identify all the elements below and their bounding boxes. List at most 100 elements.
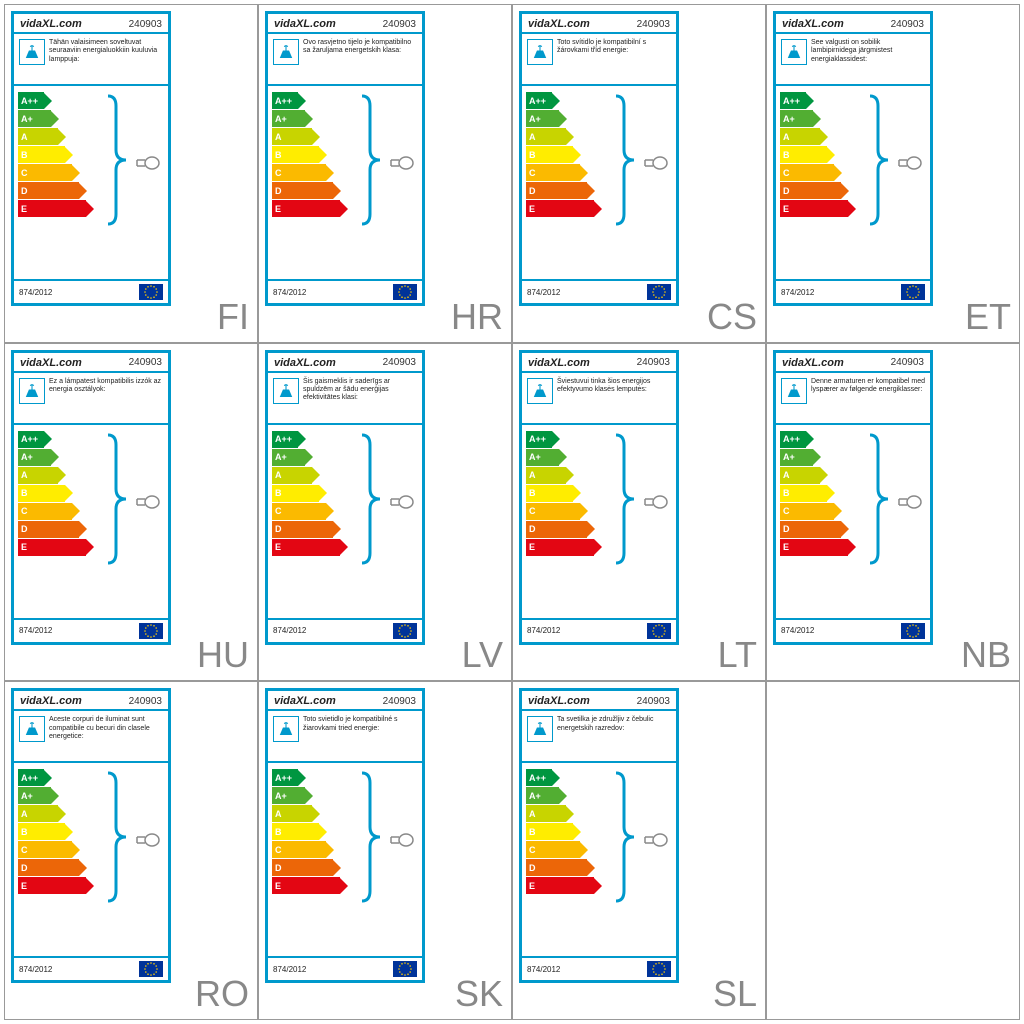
rating-area: A++ A+ A B <box>268 425 422 585</box>
energy-rating-row: D <box>18 521 164 538</box>
regulation-text: 874/2012 <box>19 626 52 635</box>
brand-name: vidaXL.com <box>274 18 336 30</box>
card-footer: 874/2012 <box>776 279 930 303</box>
lamp-icon <box>273 378 299 404</box>
energy-rating-row: D <box>18 182 164 199</box>
card-footer: 874/2012 <box>522 279 676 303</box>
energy-rating-label: A+ <box>272 449 305 466</box>
energy-rating-label: A++ <box>18 769 44 786</box>
energy-rating-label: D <box>780 521 841 538</box>
energy-rating-row: A++ <box>272 431 418 448</box>
energy-rating-label: B <box>526 823 573 840</box>
energy-rating-row: E <box>272 877 418 894</box>
product-id: 240903 <box>129 696 162 707</box>
energy-rating-label: B <box>526 146 573 163</box>
grid-cell: vidaXL.com 240903 Tähän valaisimeen sove… <box>4 4 258 343</box>
energy-label-card: vidaXL.com 240903 Denne armaturen er kom… <box>773 350 933 645</box>
product-id: 240903 <box>129 357 162 368</box>
energy-rating-row: A++ <box>272 769 418 786</box>
lamp-icon <box>527 39 553 65</box>
energy-rating-row: A+ <box>526 787 672 804</box>
brand-name: vidaXL.com <box>20 18 82 30</box>
energy-rating-label: E <box>18 539 86 556</box>
energy-rating-row: E <box>18 877 164 894</box>
description-row: Ovo rasvjetno tijelo je kompatibilno sa … <box>268 34 422 86</box>
energy-rating-row: A <box>18 805 164 822</box>
product-id: 240903 <box>383 696 416 707</box>
brand-name: vidaXL.com <box>528 357 590 369</box>
energy-rating-label: A++ <box>526 431 552 448</box>
energy-rating-label: B <box>526 485 573 502</box>
energy-rating-row: D <box>272 859 418 876</box>
lamp-icon <box>273 39 299 65</box>
energy-rating-row: D <box>272 182 418 199</box>
energy-rating-label: D <box>272 521 333 538</box>
product-id: 240903 <box>891 357 924 368</box>
energy-rating-label: D <box>526 182 587 199</box>
energy-rating-row: A+ <box>526 110 672 127</box>
energy-rating-label: A++ <box>272 769 298 786</box>
compatibility-text: Ovo rasvjetno tijelo je kompatibilno sa … <box>303 39 417 56</box>
language-code: HR <box>451 296 503 338</box>
card-footer: 874/2012 <box>14 279 168 303</box>
energy-rating-label: C <box>272 164 326 181</box>
eu-flag-icon <box>139 623 163 639</box>
card-footer: 874/2012 <box>14 956 168 980</box>
eu-flag-icon <box>901 284 925 300</box>
rating-area: A++ A+ A B <box>522 86 676 246</box>
energy-rating-row: A+ <box>272 787 418 804</box>
energy-rating-row: D <box>780 521 926 538</box>
regulation-text: 874/2012 <box>781 288 814 297</box>
energy-rating-label: E <box>272 200 340 217</box>
brand-name: vidaXL.com <box>274 695 336 707</box>
brace-icon <box>610 94 638 231</box>
energy-label-card: vidaXL.com 240903 Ta svetilka je združlj… <box>519 688 679 983</box>
energy-rating-label: A+ <box>526 787 559 804</box>
regulation-text: 874/2012 <box>527 965 560 974</box>
grid-cell: vidaXL.com 240903 Denne armaturen er kom… <box>766 343 1020 682</box>
rating-area: A++ A+ A B <box>776 86 930 246</box>
lamp-icon <box>19 378 45 404</box>
energy-rating-label: A <box>272 805 312 822</box>
regulation-text: 874/2012 <box>527 626 560 635</box>
eu-flag-icon <box>393 284 417 300</box>
description-row: Denne armaturen er kompatibel med lyspær… <box>776 373 930 425</box>
brand-name: vidaXL.com <box>528 18 590 30</box>
card-header: vidaXL.com 240903 <box>776 14 930 34</box>
card-header: vidaXL.com 240903 <box>522 691 676 711</box>
brand-name: vidaXL.com <box>528 695 590 707</box>
energy-label-card: vidaXL.com 240903 Šviestuvui tinka šios … <box>519 350 679 645</box>
bulb-icon <box>134 493 162 516</box>
energy-rating-label: B <box>272 485 319 502</box>
brand-name: vidaXL.com <box>20 357 82 369</box>
rating-area: A++ A+ A B <box>776 425 930 585</box>
card-footer: 874/2012 <box>14 618 168 642</box>
energy-rating-row: E <box>526 877 672 894</box>
energy-rating-label: D <box>526 859 587 876</box>
energy-rating-row: A++ <box>780 92 926 109</box>
energy-rating-label: A++ <box>526 769 552 786</box>
brace-icon <box>610 771 638 908</box>
brand-name: vidaXL.com <box>782 357 844 369</box>
language-code: RO <box>195 973 249 1015</box>
card-header: vidaXL.com 240903 <box>14 14 168 34</box>
energy-rating-row: D <box>18 859 164 876</box>
energy-rating-label: E <box>526 200 594 217</box>
card-header: vidaXL.com 240903 <box>14 353 168 373</box>
energy-rating-row: A+ <box>18 110 164 127</box>
description-row: Tähän valaisimeen soveltuvat seuraaviin … <box>14 34 168 86</box>
energy-rating-label: B <box>272 146 319 163</box>
energy-rating-row: D <box>780 182 926 199</box>
energy-label-card: vidaXL.com 240903 Tähän valaisimeen sove… <box>11 11 171 306</box>
card-footer: 874/2012 <box>522 956 676 980</box>
grid-cell: vidaXL.com 240903 Šis gaismeklis ir sade… <box>258 343 512 682</box>
grid-cell: vidaXL.com 240903 Ez a lámpatest kompati… <box>4 343 258 682</box>
eu-flag-icon <box>647 961 671 977</box>
energy-rating-label: E <box>272 877 340 894</box>
energy-label-card: vidaXL.com 240903 Šis gaismeklis ir sade… <box>265 350 425 645</box>
brace-icon <box>864 94 892 231</box>
energy-rating-label: A <box>526 128 566 145</box>
lamp-icon <box>19 716 45 742</box>
grid-cell <box>766 681 1020 1020</box>
brace-icon <box>356 94 384 231</box>
